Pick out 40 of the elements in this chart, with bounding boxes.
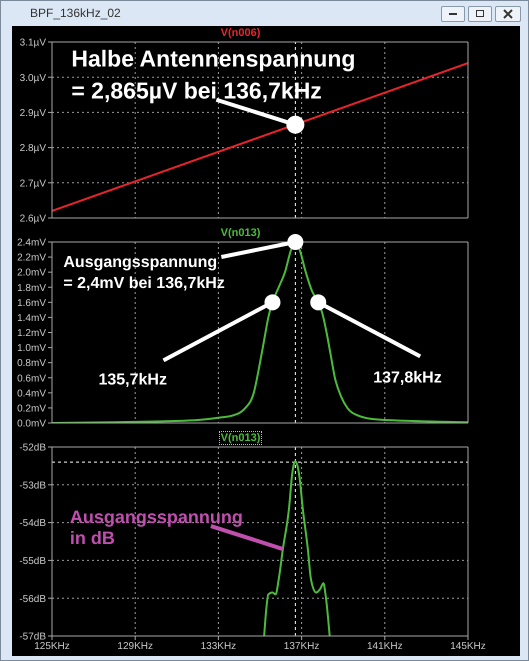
annotation: 135,7kHz [98,371,167,388]
chart-title: BPF_136kHz_02 [30,6,121,20]
y-tick-label: -53dB [19,480,46,492]
x-tick-label: 125KHz [34,641,70,652]
y-tick-label: 1.8mV [17,282,46,294]
text: V(n013) [218,431,262,445]
y-tick-label: 0.8mV [17,358,46,370]
y-tick-label: -54dB [19,518,46,530]
x-tick-label: 129KHz [117,641,153,652]
y-tick-label: 0.6mV [17,373,46,384]
y-tick-label: 3.1µV [20,38,46,49]
x-tick-label: 145KHz [450,641,486,652]
text: V(n013) [220,227,262,239]
text: V(n006) [220,27,262,39]
annotation: Ausgangsspannung in dB [70,507,243,548]
y-tick-label: 3.0µV [20,72,46,84]
annotation: Ausgangsspannung = 2,4mV bei 136,7kHz [63,254,225,292]
y-tick-label: 2.0mV [17,268,46,279]
y-tick-label: -56dB [19,594,46,605]
y-tick-label: 1.0mV [17,343,46,354]
y-tick-label: -57dB [19,632,46,643]
y-tick-label: 2.7µV [20,178,46,190]
x-tick-label: 141KHz [367,641,403,652]
y-tick-label: 2.6µV [20,214,46,225]
y-tick-label: 2.4mV [17,238,46,249]
y-tick-label: 1.6mV [17,298,46,309]
x-tick-label: 137KHz [284,641,320,652]
y-tick-label: 0.2mV [17,403,46,414]
annotation: Halbe Antennenspannung = 2,865µV bei 136,7kHz [71,46,356,104]
y-tick-label: -52dB [19,442,46,454]
y-tick-label: 1.4mV [17,312,46,324]
annotation: 137,8kHz [373,369,442,386]
y-tick-label: -55dB [19,556,46,567]
y-tick-label: 2.8µV [20,143,46,154]
y-tick-label: 2.9µV [20,108,46,119]
y-tick-label: 2.2mV [17,252,46,264]
y-tick-label: 0.4mV [17,388,46,400]
y-tick-label: 0.0mV [17,418,46,430]
y-tick-label: 1.2mV [17,328,46,340]
x-tick-label: 133KHz [200,641,236,652]
